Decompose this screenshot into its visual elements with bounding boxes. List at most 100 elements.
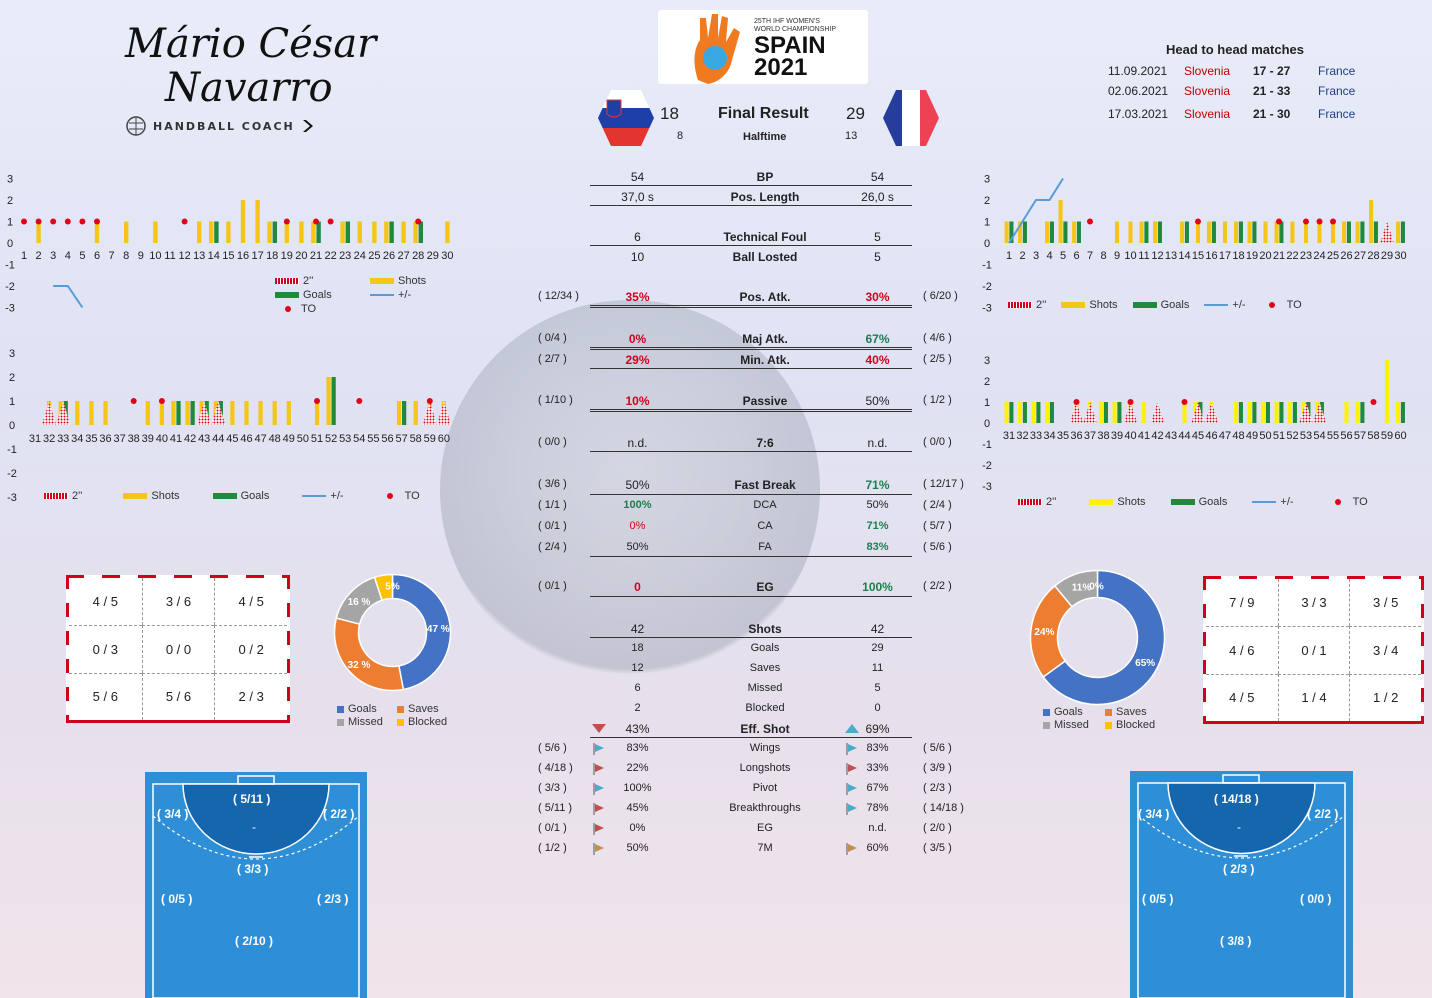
stat-home-ratio: ( 3/3 ) [538,782,567,794]
stat-row: ( 2/4 ) 50% FA 83% ( 5/6 ) [530,541,975,557]
stat-away-value: 0 [874,702,881,714]
goals-bar [345,221,351,243]
shots-bar [1018,221,1023,243]
x-tick-label: 22 [324,250,336,262]
stat-separator [590,494,912,495]
h2h-score: 17 - 27 [1253,64,1291,78]
goals-bar [1279,221,1284,243]
stat-away-value: 29 [871,642,884,654]
away-donut-legend: Goals Saves Missed Blocked [1043,706,1155,732]
y-tick-label: 0 [9,420,15,432]
two-min-mark [42,401,57,425]
shots-bar [1263,221,1268,243]
legend-goals: Goals [275,289,332,301]
stat-row: ( 1/1 ) 100% DCA 50% ( 2/4 ) [530,499,975,515]
stat-away-value: 67% [865,332,890,346]
to-point [1073,399,1080,405]
stat-away-value: 30% [865,290,890,304]
h2h-row: 17.03.2021 Slovenia 21 - 30 France [1108,107,1368,122]
stat-separator [590,185,912,186]
goal-zone-cell: 3 / 3 [1277,579,1350,627]
x-tick-label: 59 [1381,430,1393,442]
legend-away-second: 2'' Shots Goals +/- TO [1018,496,1368,508]
stat-label: Pos. Atk. [739,290,791,304]
x-tick-label: 4 [1046,250,1052,262]
donut-value-label: 24% [1034,627,1054,638]
court-center: - [1237,820,1241,834]
x-tick-label: 43 [198,433,210,445]
goal-zone-cell: 4 / 5 [1206,673,1278,721]
x-tick-label: 8 [123,250,129,262]
stat-separator [590,347,912,350]
stat-away-value: 42 [870,622,885,636]
goals-bar [1360,221,1365,243]
x-tick-label: 47 [1219,430,1231,442]
signature-line1: Mário César [125,21,377,67]
legend-goals: Goals [1132,299,1189,311]
stat-away-value: 71% [866,520,889,532]
stat-away-value: 67% [866,782,889,794]
stat-label: Min. Atk. [740,353,790,367]
h2h-away: France [1318,64,1356,78]
stat-separator [590,245,912,246]
shots-bar [1274,402,1279,423]
stat-away-ratio: ( 2/5 ) [923,353,952,365]
shots-bar [1207,221,1212,243]
x-tick-label: 42 [1151,430,1163,442]
court-center: - [252,820,256,834]
y-tick-label: -2 [5,281,15,293]
to-point [35,218,42,225]
stat-label: Saves [749,662,781,674]
x-tick-label: 30 [1394,250,1406,262]
y-tick-label: -2 [7,468,17,480]
stat-row: ( 3/3 ) 100% Pivot 67% ( 2/3 ) [530,782,975,798]
x-tick-label: 57 [1354,430,1366,442]
legend-plusminus: +/- [1204,299,1246,311]
stat-label: Shots [748,622,782,636]
x-tick-label: 24 [1313,250,1325,262]
stat-label: BP [756,170,774,184]
to-point [94,218,100,225]
stat-home-value: 10% [625,394,650,408]
x-tick-label: 2 [1019,250,1025,262]
to-point [21,218,27,225]
shots-bar [124,221,129,243]
stat-away-value: 60% [866,842,889,854]
shots-bar [1342,221,1347,243]
stat-away-value: n.d. [868,822,887,834]
two-min-mark [1191,402,1205,423]
stat-label: Technical Foul [723,230,807,244]
shots-bar [1384,360,1390,423]
stat-separator [590,368,912,369]
y-tick-label: -2 [982,281,992,293]
x-tick-label: 5 [79,250,85,262]
x-tick-label: 32 [1016,430,1028,442]
stat-label: Breakthroughs [729,802,801,814]
stat-row: 6 Missed 5 [530,682,975,698]
shots-bar [103,401,108,425]
shots-bar [1072,221,1077,243]
y-tick-label: 1 [984,397,990,409]
stat-label: Missed [747,682,783,694]
shots-bar [340,221,345,243]
y-tick-label: 0 [984,238,990,250]
stat-row: ( 0/1 ) 0% CA 71% ( 5/7 ) [530,520,975,536]
donut-slice-saves [333,617,405,692]
goal-zone-cell: 5 / 6 [141,672,215,720]
shots-bar [1153,221,1158,243]
shots-bar [1128,221,1133,243]
goals-bar [1400,221,1405,243]
stat-label: Blocked [745,702,785,714]
to-point [1303,218,1309,225]
stat-home-value: 2 [634,702,641,714]
stat-home-value: 45% [626,802,649,814]
donut-legend-row: Missed Blocked [337,716,447,729]
x-tick-label: 24 [354,250,366,262]
to-point [1370,399,1377,405]
goals-bar [1144,221,1149,243]
donut-slice-goals [1042,569,1166,706]
stat-row: ( 0/1 ) 0 EG 100% ( 2/2 ) [530,580,975,596]
two-min-mark [1150,402,1165,423]
